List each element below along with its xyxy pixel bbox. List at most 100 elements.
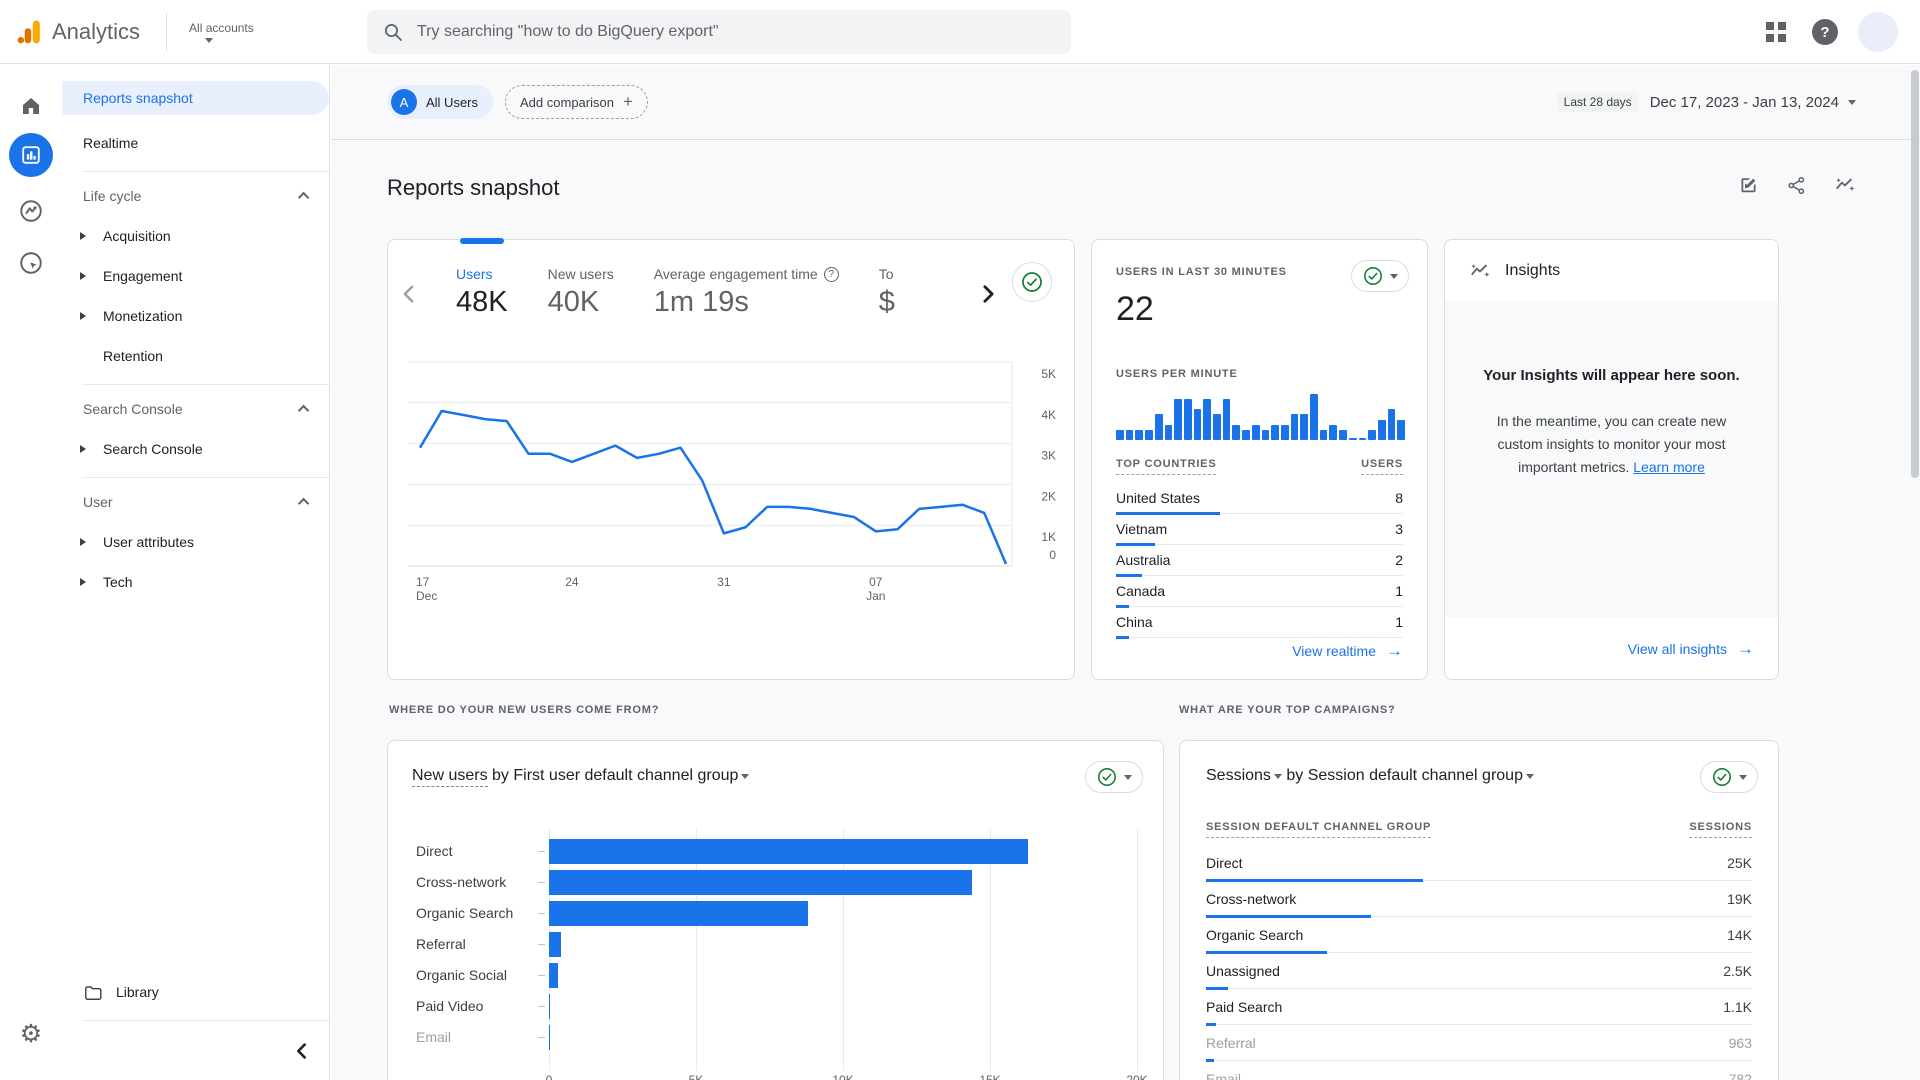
date-preset-badge: Last 28 days (1556, 92, 1639, 112)
bar-direct[interactable] (549, 839, 1029, 864)
chevron-down-icon[interactable] (1273, 774, 1282, 779)
svg-text:0: 0 (1049, 548, 1056, 562)
plus-icon: + (622, 92, 633, 111)
minute-bar (1271, 425, 1279, 440)
bar-row-cross-network: Cross-network (388, 867, 1163, 898)
chevron-up-icon[interactable] (297, 191, 310, 204)
svg-text:Jan: Jan (866, 589, 885, 603)
active-nav-circle (9, 133, 53, 177)
expand-arrow-icon[interactable] (80, 312, 86, 320)
sidebar-item-engagement[interactable]: Engagement (62, 256, 329, 296)
sidebar-item-search-console[interactable]: Search Console (62, 429, 329, 469)
carousel-next-icon[interactable] (980, 284, 997, 309)
explore-icon[interactable] (0, 198, 62, 224)
country-bar (1116, 543, 1156, 546)
expand-arrow-icon[interactable] (80, 578, 86, 586)
minute-bar (1310, 394, 1318, 440)
sessions-column[interactable]: SESSIONS (1689, 821, 1752, 838)
sidebar-item-monetization[interactable]: Monetization (62, 296, 329, 336)
minute-bar (1232, 425, 1241, 440)
expand-arrow-icon[interactable] (80, 232, 86, 240)
metric-selector[interactable]: New users (412, 767, 488, 787)
avatar[interactable] (1858, 12, 1898, 52)
sessions-value: 25K (1727, 854, 1752, 871)
bar-organic-search[interactable] (549, 901, 808, 926)
sidebar-item-acquisition[interactable]: Acquisition (62, 216, 329, 256)
bar-organic-social[interactable] (549, 963, 558, 988)
expand-arrow-icon[interactable] (80, 538, 86, 546)
page-title-row: Reports snapshot (331, 140, 1920, 235)
account-switcher[interactable]: All accounts (189, 21, 254, 43)
minute-bar (1222, 399, 1231, 440)
chevron-up-icon[interactable] (297, 404, 310, 417)
learn-more-link[interactable]: Learn more (1633, 459, 1705, 476)
metric-to[interactable]: To $ (879, 266, 895, 338)
bar-referral[interactable] (549, 932, 561, 957)
customize-report-icon[interactable] (1738, 174, 1759, 201)
data-quality-icon[interactable] (1012, 262, 1052, 302)
help-icon[interactable]: ? (823, 266, 839, 282)
sidebar-item-reports-snapshot[interactable]: Reports snapshot (62, 81, 329, 115)
check-circle-icon (1712, 768, 1731, 786)
help-icon[interactable]: ? (1812, 19, 1838, 45)
main-content: A All Users Add comparison + Last 28 day… (331, 65, 1920, 1080)
metric-new-users[interactable]: New users 40K (548, 266, 614, 338)
users-column[interactable]: USERS (1361, 458, 1403, 475)
top-countries-column[interactable]: TOP COUNTRIES (1116, 458, 1217, 475)
chevron-up-icon[interactable] (297, 497, 310, 510)
sidebar-item-tech[interactable]: Tech (62, 562, 329, 602)
home-icon[interactable] (0, 94, 62, 118)
minute-bar (1290, 414, 1299, 440)
bar-cross-network[interactable] (549, 870, 973, 895)
expand-arrow-icon[interactable] (80, 272, 86, 280)
insights-sparkle-icon[interactable] (1834, 174, 1856, 201)
insights-card: Insights Your Insights will appear here … (1444, 239, 1779, 680)
data-quality-dropdown[interactable] (1700, 761, 1758, 793)
search-bar[interactable] (367, 10, 1071, 54)
view-all-insights-link[interactable]: View all insights (1627, 640, 1727, 657)
search-input[interactable] (417, 23, 1017, 41)
metric-label: To (878, 266, 894, 282)
collapse-sidebar-button[interactable] (294, 1042, 309, 1063)
minute-bar (1242, 430, 1250, 440)
apps-grid-icon[interactable] (1766, 22, 1786, 42)
share-icon[interactable] (1786, 174, 1807, 201)
chevron-down-icon[interactable] (1525, 774, 1534, 779)
data-quality-dropdown[interactable] (1085, 761, 1143, 793)
reports-icon-active[interactable] (0, 133, 62, 177)
add-comparison-button[interactable]: Add comparison + (505, 85, 648, 119)
carousel-prev-icon[interactable] (400, 284, 417, 309)
audience-avatar: A (391, 89, 417, 115)
sidebar-item-user-attributes[interactable]: User attributes (62, 522, 329, 562)
analytics-home-link[interactable]: Analytics (16, 19, 140, 45)
audience-chip-all-users[interactable]: A All Users (387, 85, 494, 119)
chevron-down-icon (1848, 99, 1856, 105)
channel-name: Referral (1206, 1034, 1256, 1051)
scrollbar[interactable] (1911, 70, 1919, 478)
sidebar-item-retention[interactable]: Retention (103, 348, 163, 364)
advertising-icon[interactable] (0, 250, 62, 276)
expand-arrow-icon[interactable] (80, 445, 86, 453)
bar-paid-video[interactable] (549, 994, 551, 1019)
data-quality-dropdown[interactable] (1351, 260, 1409, 292)
sessions-value: 19K (1727, 890, 1752, 907)
header-divider (166, 12, 168, 51)
date-range-picker[interactable]: Dec 17, 2023 - Jan 13, 2024 (1650, 94, 1856, 111)
admin-gear-icon[interactable]: ⚙ (0, 1022, 62, 1047)
country-users: 8 (1395, 490, 1403, 506)
channel-group-column[interactable]: SESSION DEFAULT CHANNEL GROUP (1206, 821, 1432, 838)
metric-selector[interactable]: Sessions (1206, 767, 1271, 784)
bar-email[interactable] (549, 1025, 550, 1050)
country-row-australia: Australia 2 (1116, 545, 1403, 577)
minute-bar (1145, 430, 1153, 440)
sidebar-item-library[interactable]: Library (62, 972, 329, 1012)
svg-text:17: 17 (416, 575, 430, 589)
view-realtime-link[interactable]: View realtime → (1292, 641, 1403, 660)
minute-bar (1213, 414, 1221, 440)
sidebar-item-realtime[interactable]: Realtime (83, 135, 139, 151)
metric-users[interactable]: Users 48K (456, 266, 508, 338)
metric-average-engagement-time[interactable]: Average engagement time? 1m 19s (654, 266, 839, 338)
analytics-logo-icon (17, 20, 40, 43)
x-axis-tick: 0 (545, 1073, 553, 1080)
chevron-down-icon[interactable] (741, 774, 750, 779)
